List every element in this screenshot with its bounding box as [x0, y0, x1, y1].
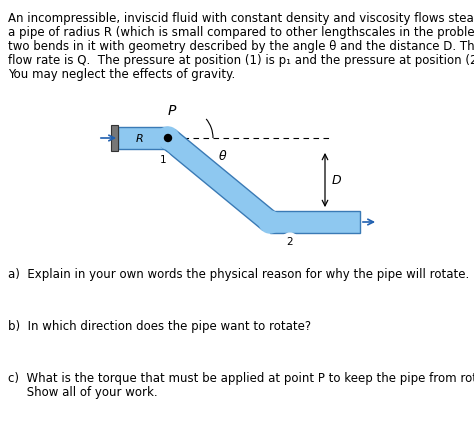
- Text: a pipe of radius R (which is small compared to other lengthscales in the problem: a pipe of radius R (which is small compa…: [8, 26, 474, 39]
- Bar: [270, 211, 360, 233]
- Polygon shape: [161, 129, 277, 230]
- Text: 1: 1: [160, 155, 166, 165]
- Circle shape: [164, 135, 172, 141]
- Text: You may neglect the effects of gravity.: You may neglect the effects of gravity.: [8, 68, 235, 81]
- Circle shape: [157, 127, 179, 149]
- Text: two bends in it with geometry described by the angle θ and the distance D. The v: two bends in it with geometry described …: [8, 40, 474, 53]
- Circle shape: [259, 211, 281, 233]
- Text: P: P: [168, 104, 176, 118]
- Bar: [111, 125, 118, 151]
- Circle shape: [281, 233, 299, 251]
- Text: R: R: [136, 134, 144, 144]
- Text: b)  In which direction does the pipe want to rotate?: b) In which direction does the pipe want…: [8, 320, 311, 333]
- Text: flow rate is Q.  The pressure at position (1) is p₁ and the pressure at position: flow rate is Q. The pressure at position…: [8, 54, 474, 67]
- Text: An incompressible, inviscid fluid with constant density and viscosity flows stea: An incompressible, inviscid fluid with c…: [8, 12, 474, 25]
- Text: D: D: [332, 174, 342, 187]
- Bar: [118, 127, 168, 149]
- Text: θ: θ: [219, 149, 227, 163]
- Text: a)  Explain in your own words the physical reason for why the pipe will rotate.: a) Explain in your own words the physica…: [8, 268, 469, 281]
- Text: 2: 2: [287, 237, 293, 247]
- Circle shape: [155, 152, 171, 168]
- Text: c)  What is the torque that must be applied at point P to keep the pipe from rot: c) What is the torque that must be appli…: [8, 372, 474, 385]
- Text: Show all of your work.: Show all of your work.: [8, 386, 158, 399]
